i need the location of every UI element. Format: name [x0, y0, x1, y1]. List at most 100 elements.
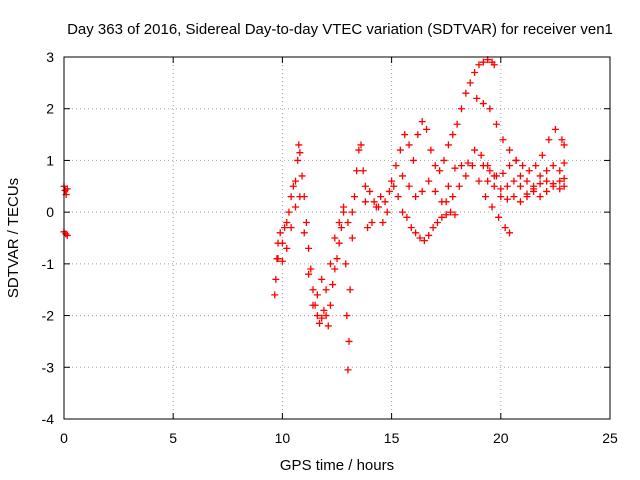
data-point	[305, 244, 313, 252]
data-point	[549, 162, 557, 170]
data-point	[283, 218, 291, 226]
data-point	[388, 177, 396, 185]
data-point	[516, 172, 524, 180]
data-point	[305, 270, 313, 278]
data-point	[377, 193, 385, 201]
data-point	[283, 244, 291, 252]
x-tick-label: 0	[60, 430, 68, 446]
data-point	[506, 162, 514, 170]
data-point	[549, 180, 557, 188]
data-point	[457, 105, 465, 113]
data-point	[536, 193, 544, 201]
data-point	[348, 208, 356, 216]
data-point	[468, 162, 476, 170]
data-point	[453, 120, 461, 128]
data-point	[471, 146, 479, 154]
data-point	[499, 136, 507, 144]
data-point	[449, 131, 457, 139]
y-axis-label: SDTVAR / TECUs	[5, 178, 22, 298]
data-point	[556, 185, 564, 193]
data-point	[462, 172, 470, 180]
y-tick-label: 3	[46, 49, 54, 65]
x-tick-label: 20	[493, 430, 509, 446]
data-point	[313, 312, 321, 320]
data-point	[272, 275, 280, 283]
data-point	[62, 230, 70, 238]
data-point	[479, 162, 487, 170]
x-tick-label: 5	[169, 430, 177, 446]
data-point	[543, 167, 551, 175]
data-point	[337, 224, 345, 232]
data-point	[333, 255, 341, 263]
data-point	[560, 159, 568, 167]
data-point	[523, 190, 531, 198]
data-point	[385, 187, 393, 195]
data-point	[390, 182, 398, 190]
x-tick-label: 10	[275, 430, 291, 446]
data-point	[322, 312, 330, 320]
data-point	[495, 213, 503, 221]
data-point	[501, 224, 509, 232]
data-point	[431, 187, 439, 195]
data-point	[300, 229, 308, 237]
data-point	[412, 229, 420, 237]
data-point	[403, 213, 411, 221]
data-point	[560, 182, 568, 190]
data-point	[545, 136, 553, 144]
data-point	[475, 177, 483, 185]
data-point	[436, 167, 444, 175]
data-point	[324, 322, 332, 330]
data-point	[532, 162, 540, 170]
data-point	[560, 141, 568, 149]
data-point	[359, 167, 367, 175]
data-point	[399, 208, 407, 216]
data-point	[370, 198, 378, 206]
data-point	[399, 172, 407, 180]
data-point	[326, 260, 334, 268]
data-point	[475, 61, 483, 69]
data-point	[381, 198, 389, 206]
data-point	[350, 193, 358, 201]
y-tick-label: -3	[42, 359, 55, 375]
data-point	[331, 234, 339, 242]
data-point	[357, 141, 365, 149]
data-point	[344, 366, 352, 374]
data-point	[348, 234, 356, 242]
data-point	[543, 177, 551, 185]
y-tick-label: 2	[46, 101, 54, 117]
data-point	[464, 159, 472, 167]
data-point	[510, 193, 518, 201]
data-point	[416, 234, 424, 242]
data-point	[440, 156, 448, 164]
data-point	[285, 208, 293, 216]
data-point	[302, 218, 310, 226]
data-point	[457, 162, 465, 170]
data-point	[451, 164, 459, 172]
data-point	[497, 185, 505, 193]
data-point	[471, 69, 479, 77]
data-point	[429, 224, 437, 232]
data-point	[451, 211, 459, 219]
data-point	[326, 301, 334, 309]
data-point	[414, 131, 422, 139]
data-point	[523, 177, 531, 185]
x-axis-label: GPS time / hours	[280, 457, 394, 474]
data-point	[484, 177, 492, 185]
data-point	[409, 156, 417, 164]
data-point	[346, 286, 354, 294]
x-tick-label: 25	[602, 430, 618, 446]
data-point	[503, 195, 511, 203]
data-point	[361, 182, 369, 190]
data-point	[392, 162, 400, 170]
data-point	[449, 193, 457, 201]
data-point	[396, 146, 404, 154]
axis-ticks	[63, 56, 611, 420]
data-point	[368, 218, 376, 226]
y-tick-label: -4	[42, 411, 55, 427]
y-tick-label: 0	[46, 204, 54, 220]
tick-labels: 0 5 10 15 20 25 -4 -3 -2 -1 0 1 2 3	[42, 49, 618, 446]
data-point	[287, 224, 295, 232]
data-point	[292, 177, 300, 185]
plot-frame	[63, 56, 611, 420]
